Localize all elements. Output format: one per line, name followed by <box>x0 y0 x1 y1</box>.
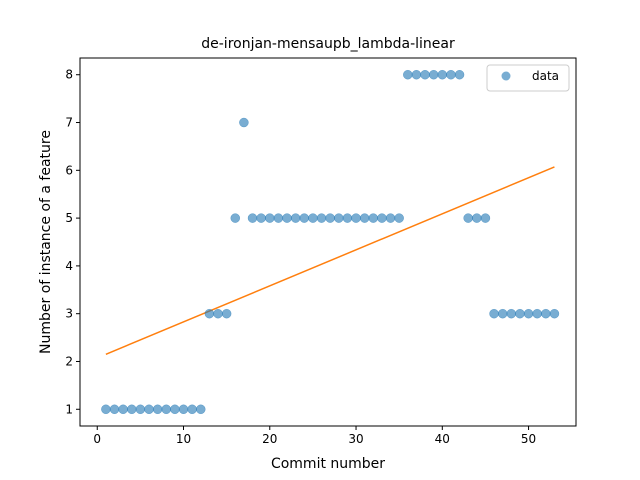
data-point <box>385 213 396 223</box>
fit-line-layer <box>105 166 555 356</box>
data-point <box>549 308 560 319</box>
axes-frame <box>79 57 577 427</box>
data-point <box>204 308 215 319</box>
y-axis-label: Number of instance of a feature <box>38 130 54 354</box>
chart-title: de-ironjan-mensaupb_lambda-linear <box>201 36 455 52</box>
data-point <box>282 213 292 223</box>
data-point <box>239 117 249 128</box>
data-point <box>437 69 448 80</box>
legend-label-data: data <box>532 69 559 83</box>
data-point <box>290 213 301 223</box>
data-point <box>118 404 128 415</box>
data-point <box>368 213 379 223</box>
data-point <box>127 404 137 415</box>
data-point <box>463 213 473 223</box>
legend-marker-data <box>501 71 511 81</box>
data-point <box>308 213 318 223</box>
data-point <box>247 213 258 223</box>
data-point <box>178 404 189 415</box>
fit-line <box>105 166 555 356</box>
data-point <box>221 308 232 319</box>
legend: data <box>486 64 570 92</box>
y-tick-label: 3 <box>65 307 73 321</box>
data-point <box>152 404 163 415</box>
data-point <box>256 213 266 223</box>
data-point <box>299 213 310 223</box>
data-point <box>506 308 517 319</box>
data-point <box>377 213 387 223</box>
data-point <box>541 308 551 319</box>
data-points-layer <box>101 69 560 415</box>
data-point <box>325 213 335 223</box>
plot-area <box>80 58 576 426</box>
data-point <box>411 69 422 80</box>
x-tick-label: 30 <box>348 432 363 446</box>
data-point <box>394 213 404 223</box>
y-tick-label: 6 <box>65 163 73 177</box>
data-point <box>342 213 353 223</box>
y-tick-label: 4 <box>65 259 73 273</box>
data-point <box>428 69 439 80</box>
x-tick-label: 50 <box>521 432 536 446</box>
legend-frame <box>486 64 570 92</box>
data-point <box>273 213 284 223</box>
data-point <box>316 213 327 223</box>
x-tick-label: 20 <box>262 432 277 446</box>
x-axis-label: Commit number <box>271 456 385 472</box>
data-point <box>532 308 542 319</box>
y-tick-label: 8 <box>65 68 73 82</box>
data-point <box>454 69 465 80</box>
data-point <box>359 213 370 223</box>
data-point <box>187 404 197 415</box>
data-point <box>265 213 275 223</box>
data-point <box>101 404 111 415</box>
x-ticks: 0 10 20 30 40 50 <box>93 426 536 446</box>
data-point <box>170 404 180 415</box>
data-point <box>161 404 172 415</box>
x-tick-label: 10 <box>176 432 191 446</box>
y-tick-label: 5 <box>65 211 73 225</box>
data-point <box>420 69 430 80</box>
data-point <box>497 308 508 319</box>
x-tick-label: 0 <box>93 432 101 446</box>
data-point <box>489 308 499 319</box>
axes <box>79 57 577 427</box>
y-tick-label: 1 <box>65 402 73 416</box>
y-ticks: 1 2 3 4 5 6 7 8 <box>65 68 80 416</box>
data-point <box>109 404 120 415</box>
data-point <box>472 213 482 223</box>
data-point <box>351 213 361 223</box>
data-point <box>196 404 206 415</box>
x-tick-label: 40 <box>435 432 450 446</box>
data-point <box>480 213 491 223</box>
data-point <box>523 308 534 319</box>
data-point <box>213 308 223 319</box>
data-point <box>144 404 154 415</box>
data-point <box>230 213 241 223</box>
data-point <box>135 404 146 415</box>
y-tick-label: 7 <box>65 116 73 130</box>
plot-background <box>80 58 576 426</box>
data-point <box>334 213 344 223</box>
y-tick-label: 2 <box>65 354 73 368</box>
data-point <box>403 69 413 80</box>
data-point <box>515 308 525 319</box>
data-point <box>446 69 456 80</box>
